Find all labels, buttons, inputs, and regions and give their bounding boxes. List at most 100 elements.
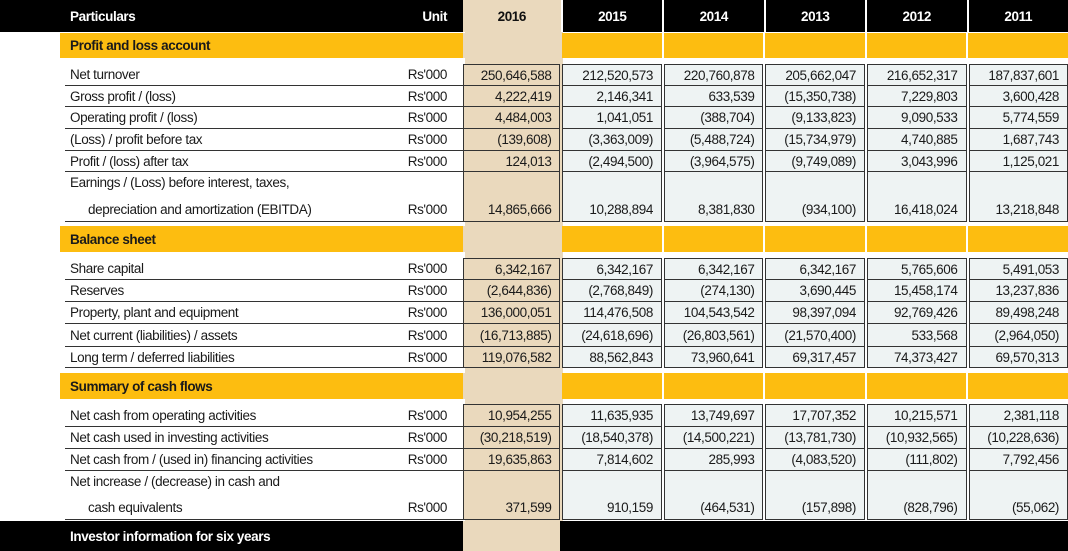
value-2014: 8,381,830 [663,172,764,222]
value-2016: (2,644,836) [462,280,561,302]
value-2012: 74,373,427 [867,347,967,368]
table-row: Operating profit / (loss) Rs'000 4,484,003… [0,107,1068,129]
value-2016: 6,342,167 [462,258,561,280]
row-label-line1: Net increase / (decrease) in cash and [70,474,280,489]
table-row: Net increase / (decrease) in cash and cas… [0,471,1068,520]
value-2016: 119,076,582 [462,347,561,368]
row-label: Earnings / (Loss) before interest, taxes… [65,172,394,222]
value-2012: 92,769,426 [867,302,967,324]
section-header: Balance sheet [0,226,1068,252]
table-row: Profit / (loss) after tax Rs'000 124,013 (2… [0,151,1068,172]
table-row: Net current (liabilities) / assets Rs'000… [0,324,1068,347]
section-unit-spacer [393,373,463,399]
value-2014: (26,803,561) [663,324,764,347]
value-2011: 7,792,456 [968,449,1068,471]
row-label-line1: Earnings / (Loss) before interest, taxes… [70,175,290,190]
row-unit: Rs'000 [393,86,463,107]
section-cell [866,226,967,252]
table-row: Reserves Rs'000 (2,644,836) (2,768,849) (274… [0,280,1068,302]
section-unit-spacer [393,33,463,58]
value-2013: (9,133,823) [765,107,865,129]
section-cell [968,226,1068,252]
value-2016: 14,865,666 [462,172,561,222]
section-cell [765,226,865,252]
value-2016: 19,635,863 [462,449,561,471]
footer-cell [765,521,865,551]
header-row: Particulars Unit 2016 2015 2014 2013 2012 2011 [0,0,1068,32]
value-2016: (30,218,519) [462,427,561,449]
value-2014: 73,960,641 [663,347,764,368]
header-year-2011: 2011 [966,0,1068,32]
section-cell [765,373,865,399]
row-label: Reserves [65,280,394,302]
value-2011: 2,381,118 [968,404,1068,427]
value-2013: 17,707,352 [765,404,865,427]
footer-cell [968,521,1068,551]
value-2011: (2,964,050) [968,324,1068,347]
value-2016: (139,608) [462,129,561,151]
table-row: Net cash used in investing activities Rs'… [0,427,1068,449]
value-2011: 3,600,428 [968,86,1068,107]
value-2011: 69,570,313 [968,347,1068,368]
value-2014: 285,993 [663,449,764,471]
section-unit-spacer [393,226,463,252]
value-2012: (828,796) [867,471,967,520]
row-label: Net cash from / (used in) financing acti… [65,449,394,471]
value-2013: (4,083,520) [765,449,865,471]
value-2014: 13,749,697 [663,404,764,427]
section-title: Balance sheet [60,226,394,252]
value-2011: 13,218,848 [968,172,1068,222]
table-row: Net cash from / (used in) financing acti… [0,449,1068,471]
value-2013: (9,749,089) [765,151,865,172]
row-unit: Rs'000 [393,258,463,280]
value-2012: (10,932,565) [867,427,967,449]
value-2012: (111,802) [867,449,967,471]
value-2011: 13,237,836 [968,280,1068,302]
header-year-2015: 2015 [560,0,662,32]
row-unit: Rs'000 [393,151,463,172]
value-2012: 9,090,533 [867,107,967,129]
value-2014: (274,130) [663,280,764,302]
value-2014: (5,488,724) [663,129,764,151]
row-label: Gross profit / (loss) [65,86,394,107]
value-2016: 4,222,419 [462,86,561,107]
value-2015: 1,041,051 [562,107,662,129]
footer-title: Investor information for six years [70,528,271,544]
value-2013: (15,350,738) [765,86,865,107]
value-2016: (16,713,885) [462,324,561,347]
footer-cell [663,521,764,551]
section-cell [462,373,561,399]
row-unit: Rs'000 [393,172,463,222]
value-2011: (55,062) [968,471,1068,520]
value-2012: 4,740,885 [867,129,967,151]
value-2015: 11,635,935 [562,404,662,427]
header-year-2014: 2014 [662,0,763,32]
table-row: Share capital Rs'000 6,342,167 6,342,167 6,3… [0,258,1068,280]
table-row: (Loss) / profit before tax Rs'000 (139,608… [0,129,1068,151]
value-2016: 250,646,588 [462,64,561,86]
value-2013: 69,317,457 [765,347,865,368]
value-2011: 1,125,021 [968,151,1068,172]
value-2015: (18,540,378) [562,427,662,449]
row-unit: Rs'000 [393,302,463,324]
footer-cell [462,521,561,551]
value-2016: 124,013 [462,151,561,172]
section-cell [663,33,764,58]
value-2013: (21,570,400) [765,324,865,347]
value-2012: 216,652,317 [867,64,967,86]
section-cell [968,33,1068,58]
table-row: Property, plant and equipment Rs'000 136,0… [0,302,1068,324]
value-2013: (934,100) [765,172,865,222]
row-unit: Rs'000 [393,449,463,471]
row-unit: Rs'000 [393,427,463,449]
value-2012: 533,568 [867,324,967,347]
value-2015: 7,814,602 [562,449,662,471]
value-2016: 136,000,051 [462,302,561,324]
value-2012: 3,043,996 [867,151,967,172]
value-2013: 98,397,094 [765,302,865,324]
section-cell [866,373,967,399]
section-cell [663,226,764,252]
value-2016: 371,599 [462,471,561,520]
section-cell [562,373,662,399]
